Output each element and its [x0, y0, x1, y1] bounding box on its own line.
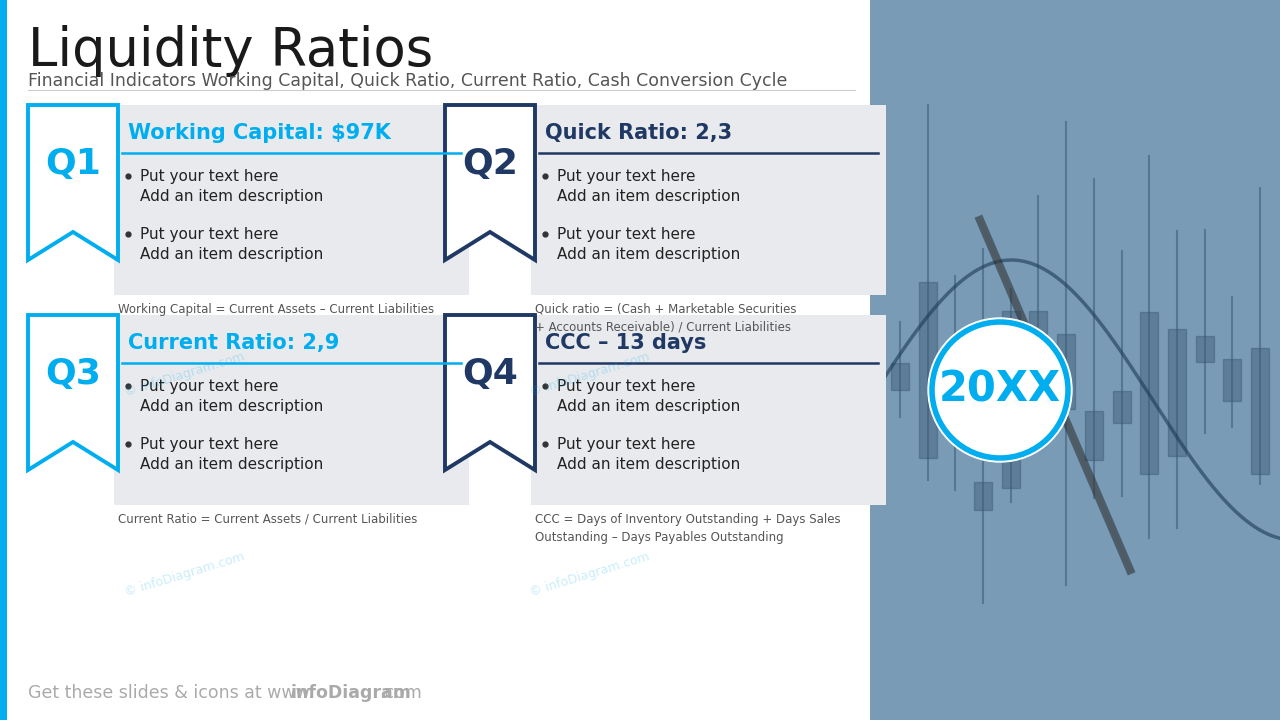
Bar	[114, 105, 468, 295]
Text: © infoDiagram.com: © infoDiagram.com	[123, 551, 247, 600]
Bar	[0, 0, 6, 720]
Bar	[1057, 333, 1075, 409]
Bar	[1002, 311, 1020, 488]
Bar	[114, 315, 468, 505]
Bar	[891, 363, 909, 390]
Text: Financial Indicators Working Capital, Quick Ratio, Current Ratio, Cash Conversio: Financial Indicators Working Capital, Qu…	[28, 72, 787, 90]
Text: Quick Ratio: 2,3: Quick Ratio: 2,3	[545, 123, 732, 143]
Text: Add an item description: Add an item description	[557, 399, 740, 414]
Text: Put your text here: Put your text here	[140, 437, 279, 452]
Text: Working Capital: $97K: Working Capital: $97K	[128, 123, 390, 143]
Polygon shape	[28, 105, 118, 260]
Text: Add an item description: Add an item description	[557, 189, 740, 204]
Bar	[1196, 336, 1213, 362]
Text: © infoDiagram.com: © infoDiagram.com	[123, 351, 247, 400]
Text: Current Ratio: 2,9: Current Ratio: 2,9	[128, 333, 339, 353]
Text: Add an item description: Add an item description	[140, 399, 324, 414]
Circle shape	[932, 322, 1068, 458]
Circle shape	[928, 318, 1073, 462]
Text: Current Ratio = Current Assets / Current Liabilities: Current Ratio = Current Assets / Current…	[118, 513, 417, 526]
Text: Put your text here: Put your text here	[140, 227, 279, 242]
Text: infoDiagram: infoDiagram	[291, 684, 412, 702]
Text: Put your text here: Put your text here	[557, 437, 695, 452]
Bar	[1112, 391, 1130, 423]
Text: Put your text here: Put your text here	[140, 379, 279, 394]
Polygon shape	[445, 105, 535, 260]
Text: Liquidity Ratios: Liquidity Ratios	[28, 25, 433, 77]
Text: Q1: Q1	[45, 147, 101, 181]
Bar	[531, 315, 886, 505]
Bar	[1224, 359, 1242, 401]
Bar	[974, 482, 992, 510]
Text: © infoDiagram.com: © infoDiagram.com	[529, 551, 652, 600]
Bar	[919, 282, 937, 458]
Text: Put your text here: Put your text here	[557, 227, 695, 242]
Text: Get these slides & icons at www.: Get these slides & icons at www.	[28, 684, 314, 702]
Text: Add an item description: Add an item description	[557, 247, 740, 262]
Text: Q3: Q3	[45, 357, 101, 391]
Text: © infoDiagram.com: © infoDiagram.com	[529, 351, 652, 400]
Text: Put your text here: Put your text here	[557, 379, 695, 394]
Polygon shape	[445, 315, 535, 470]
Bar	[1167, 329, 1187, 456]
Text: Q2: Q2	[462, 147, 518, 181]
Text: Add an item description: Add an item description	[557, 457, 740, 472]
Text: Put your text here: Put your text here	[140, 169, 279, 184]
Polygon shape	[28, 315, 118, 470]
Text: Put your text here: Put your text here	[557, 169, 695, 184]
Bar	[1085, 411, 1103, 460]
Bar	[1140, 312, 1158, 474]
Text: Add an item description: Add an item description	[140, 457, 324, 472]
Text: .com: .com	[379, 684, 422, 702]
Text: 20XX: 20XX	[940, 369, 1061, 411]
Text: CCC = Days of Inventory Outstanding + Days Sales
Outstanding – Days Payables Out: CCC = Days of Inventory Outstanding + Da…	[535, 513, 841, 544]
Bar	[531, 105, 886, 295]
Text: Add an item description: Add an item description	[140, 189, 324, 204]
Bar	[870, 0, 1280, 720]
Text: Working Capital = Current Assets – Current Liabilities: Working Capital = Current Assets – Curre…	[118, 303, 434, 316]
Text: CCC – 13 days: CCC – 13 days	[545, 333, 707, 353]
Bar	[946, 341, 964, 384]
Text: Add an item description: Add an item description	[140, 247, 324, 262]
Text: Q4: Q4	[462, 357, 518, 391]
Bar	[1029, 311, 1047, 346]
Bar	[1251, 348, 1268, 474]
Text: Quick ratio = (Cash + Marketable Securities
+ Accounts Receivable) / Current Lia: Quick ratio = (Cash + Marketable Securit…	[535, 303, 796, 334]
